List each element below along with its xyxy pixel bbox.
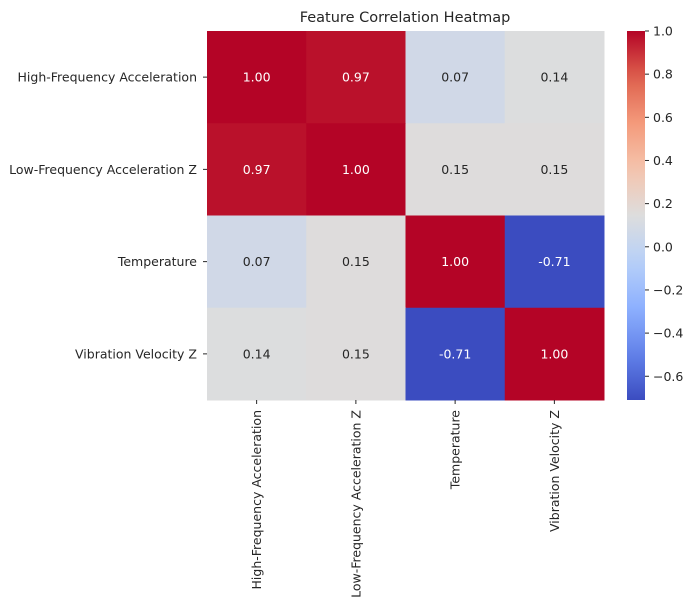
colorbar-tick-label: 0.4 <box>653 153 673 168</box>
cell-value-label: 1.00 <box>243 70 271 85</box>
heatmap-cell <box>207 123 307 216</box>
y-tick-label: Low-Frequency Acceleration Z <box>9 162 197 177</box>
cell-value-label: 0.14 <box>540 70 568 85</box>
cell-value-label: 0.14 <box>243 346 271 361</box>
heatmap-cells: 1.00 0.97 0.07 0.14 0.97 1.00 0.15 0.15 0.07 0.15… <box>207 31 605 401</box>
x-tick-label: Low-Frequency Acceleration Z <box>348 410 363 598</box>
y-tick-label: Temperature <box>117 254 197 269</box>
heatmap-cell <box>306 31 406 124</box>
cell-value-label: 1.00 <box>441 254 469 269</box>
x-tick-label: Vibration Velocity Z <box>547 410 562 532</box>
heatmap-cell <box>504 215 605 309</box>
heatmap-cell <box>504 31 605 124</box>
cell-value-label: -0.71 <box>538 254 570 269</box>
heatmap-cell <box>306 215 406 309</box>
colorbar-gradient <box>627 31 645 400</box>
x-tick-label: Temperature <box>448 410 463 490</box>
heatmap-cell <box>405 31 506 124</box>
cell-value-label: -0.71 <box>439 346 471 361</box>
colorbar-tick-label: 0.6 <box>653 110 673 125</box>
chart-title: Feature Correlation Heatmap <box>300 10 511 26</box>
cell-value-label: 0.07 <box>243 254 271 269</box>
heatmap-cell <box>405 123 506 216</box>
cell-value-label: 0.15 <box>342 254 370 269</box>
cell-value-label: 0.15 <box>540 162 568 177</box>
heatmap-cell <box>306 307 406 401</box>
heatmap-cell <box>504 307 605 401</box>
cell-value-label: 0.15 <box>342 346 370 361</box>
cell-value-label: 1.00 <box>540 346 568 361</box>
cell-value-label: 0.07 <box>441 70 469 85</box>
heatmap-cell <box>207 215 307 309</box>
colorbar: 1.0 0.8 0.6 0.4 0.2 0.0 −0.2 −0.4 −0.6 <box>627 24 683 400</box>
x-tick-label: High-Frequency Acceleration <box>249 410 264 589</box>
y-tick-label: Vibration Velocity Z <box>75 346 197 361</box>
heatmap-cell <box>306 123 406 216</box>
heatmap-cell <box>405 215 506 309</box>
cell-value-label: 0.97 <box>342 70 370 85</box>
heatmap-cell <box>504 123 605 216</box>
colorbar-tick-label: 0.0 <box>653 239 673 254</box>
colorbar-tick-label: −0.4 <box>653 326 683 341</box>
heatmap-cell <box>207 31 307 124</box>
cell-value-label: 1.00 <box>342 162 370 177</box>
colorbar-tick-label: −0.6 <box>653 369 683 384</box>
cell-value-label: 0.15 <box>441 162 469 177</box>
colorbar-tick-label: 0.2 <box>653 196 673 211</box>
colorbar-tick-label: 1.0 <box>653 24 673 39</box>
y-tick-label: High-Frequency Acceleration <box>18 70 197 85</box>
heatmap-cell <box>207 307 307 401</box>
colorbar-tick-label: −0.2 <box>653 282 683 297</box>
colorbar-tick-label: 0.8 <box>653 67 673 82</box>
x-tick-labels: High-Frequency Acceleration Low-Frequency… <box>249 400 562 598</box>
heatmap-cell <box>405 307 506 401</box>
y-tick-labels: High-Frequency Acceleration Low-Frequency… <box>9 70 207 361</box>
cell-value-label: 0.97 <box>243 162 271 177</box>
